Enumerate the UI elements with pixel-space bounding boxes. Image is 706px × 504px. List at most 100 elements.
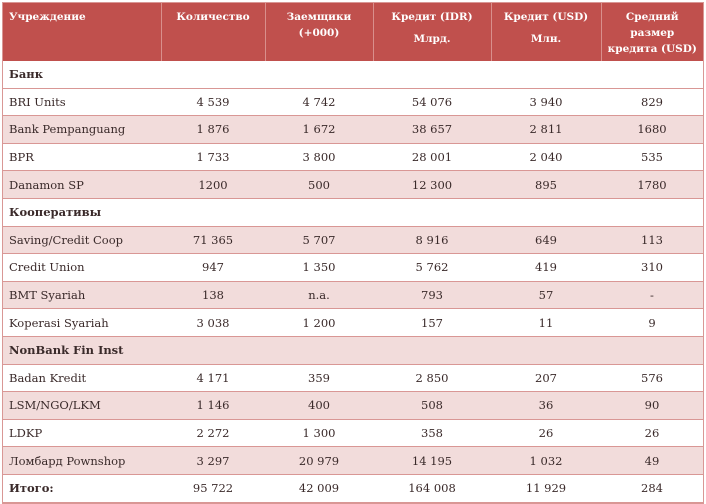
institution-name: BRI Units	[3, 88, 161, 117]
institution-name: Danamon SP	[3, 170, 161, 199]
header-credit-usd-unit: Млн.	[530, 33, 562, 45]
credit-idr-cell: 2 850	[373, 364, 491, 393]
table-row: BPR 1 733 3 800 28 001 2 040 535	[3, 143, 703, 172]
header-credit-idr-label: Кредит (IDR)	[391, 11, 473, 23]
avg-credit-cell: -	[601, 281, 703, 310]
avg-credit-cell: 113	[601, 226, 703, 255]
count-cell: 1200	[161, 170, 265, 199]
table-row: BMT Syariah 138 n.a. 793 57 -	[3, 281, 703, 310]
count-cell: 947	[161, 253, 265, 282]
borrowers-cell: 359	[265, 364, 373, 393]
table-header: Учреждение Количество Заемщики (+000) Кр…	[3, 3, 703, 61]
section-label: NonBank Fin Inst	[3, 336, 161, 365]
institution-name: LDKP	[3, 419, 161, 448]
credit-usd-cell: 2 811	[491, 115, 601, 144]
header-avg-credit-unit: кредита (USD)	[607, 43, 697, 55]
credit-idr-cell: 14 195	[373, 446, 491, 475]
empty-cell	[373, 198, 491, 227]
credit-usd-cell: 207	[491, 364, 601, 393]
borrowers-cell: 4 742	[265, 88, 373, 117]
count-cell: 1 876	[161, 115, 265, 144]
avg-credit-cell: 1680	[601, 115, 703, 144]
credit-idr-cell: 12 300	[373, 170, 491, 199]
empty-cell	[491, 198, 601, 227]
total-credit-usd-cell: 11 929	[491, 474, 601, 503]
count-cell: 3 297	[161, 446, 265, 475]
credit-usd-cell: 895	[491, 170, 601, 199]
table-row: Ломбард Pownshop 3 297 20 979 14 195 1 0…	[3, 446, 703, 475]
credit-usd-cell: 11	[491, 308, 601, 337]
count-cell: 1 146	[161, 391, 265, 420]
count-cell: 3 038	[161, 308, 265, 337]
empty-cell	[491, 336, 601, 365]
empty-cell	[265, 198, 373, 227]
avg-credit-cell: 535	[601, 143, 703, 172]
institution-name: BMT Syariah	[3, 281, 161, 310]
section-label: Банк	[3, 61, 161, 89]
header-credit-usd: Кредит (USD) Млн.	[491, 3, 602, 61]
credit-usd-cell: 2 040	[491, 143, 601, 172]
institution-name: Badan Kredit	[3, 364, 161, 393]
total-label: Итого:	[3, 474, 161, 503]
total-row: Итого: 95 722 42 009 164 008 11 929 284	[3, 474, 703, 503]
institution-name: BPR	[3, 143, 161, 172]
header-borrowers-unit: (+000)	[298, 27, 340, 39]
count-cell: 71 365	[161, 226, 265, 255]
section-row: Банк	[3, 61, 703, 89]
avg-credit-cell: 1780	[601, 170, 703, 199]
table-row: Koperasi Syariah 3 038 1 200 157 11 9	[3, 308, 703, 337]
empty-cell	[161, 336, 265, 365]
header-row: Учреждение Количество Заемщики (+000) Кр…	[3, 3, 703, 61]
header-credit-idr-unit: Млрд.	[413, 33, 451, 45]
count-cell: 138	[161, 281, 265, 310]
count-cell: 2 272	[161, 419, 265, 448]
header-avg-credit: Средний размер кредита (USD)	[601, 3, 703, 61]
table-row: Bank Pempanguang 1 876 1 672 38 657 2 81…	[3, 115, 703, 144]
table-row: Danamon SP 1200 500 12 300 895 1780	[3, 170, 703, 199]
institution-name: Bank Pempanguang	[3, 115, 161, 144]
credit-usd-cell: 419	[491, 253, 601, 282]
empty-cell	[161, 61, 265, 89]
microfinance-table: Учреждение Количество Заемщики (+000) Кр…	[3, 3, 703, 503]
credit-usd-cell: 1 032	[491, 446, 601, 475]
institution-name: Saving/Credit Coop	[3, 226, 161, 255]
total-avg-credit-cell: 284	[601, 474, 703, 503]
header-credit-idr: Кредит (IDR) Млрд.	[373, 3, 492, 61]
table-row: LSM/NGO/LKM 1 146 400 508 36 90	[3, 391, 703, 420]
borrowers-cell: 20 979	[265, 446, 373, 475]
institution-name: Credit Union	[3, 253, 161, 282]
header-count-label: Количество	[176, 11, 250, 23]
empty-cell	[373, 336, 491, 365]
borrowers-cell: 500	[265, 170, 373, 199]
count-cell: 1 733	[161, 143, 265, 172]
section-row: Кооперативы	[3, 198, 703, 227]
section-label: Кооперативы	[3, 198, 161, 227]
empty-cell	[161, 198, 265, 227]
table-row: BRI Units 4 539 4 742 54 076 3 940 829	[3, 88, 703, 117]
credit-idr-cell: 8 916	[373, 226, 491, 255]
empty-cell	[373, 61, 491, 89]
avg-credit-cell: 9	[601, 308, 703, 337]
section-row: NonBank Fin Inst	[3, 336, 703, 365]
credit-idr-cell: 54 076	[373, 88, 491, 117]
header-credit-usd-label: Кредит (USD)	[503, 11, 589, 23]
header-borrowers: Заемщики (+000)	[265, 3, 374, 61]
table-row: Saving/Credit Coop 71 365 5 707 8 916 64…	[3, 226, 703, 255]
empty-cell	[491, 61, 601, 89]
avg-credit-cell: 310	[601, 253, 703, 282]
avg-credit-cell: 49	[601, 446, 703, 475]
total-count-cell: 95 722	[161, 474, 265, 503]
count-cell: 4 539	[161, 88, 265, 117]
credit-idr-cell: 5 762	[373, 253, 491, 282]
avg-credit-cell: 26	[601, 419, 703, 448]
empty-cell	[601, 61, 703, 89]
borrowers-cell: 3 800	[265, 143, 373, 172]
institution-name: LSM/NGO/LKM	[3, 391, 161, 420]
institution-name: Koperasi Syariah	[3, 308, 161, 337]
credit-idr-cell: 793	[373, 281, 491, 310]
borrowers-cell: 1 350	[265, 253, 373, 282]
empty-cell	[601, 336, 703, 365]
credit-idr-cell: 358	[373, 419, 491, 448]
borrowers-cell: 1 300	[265, 419, 373, 448]
empty-cell	[601, 198, 703, 227]
